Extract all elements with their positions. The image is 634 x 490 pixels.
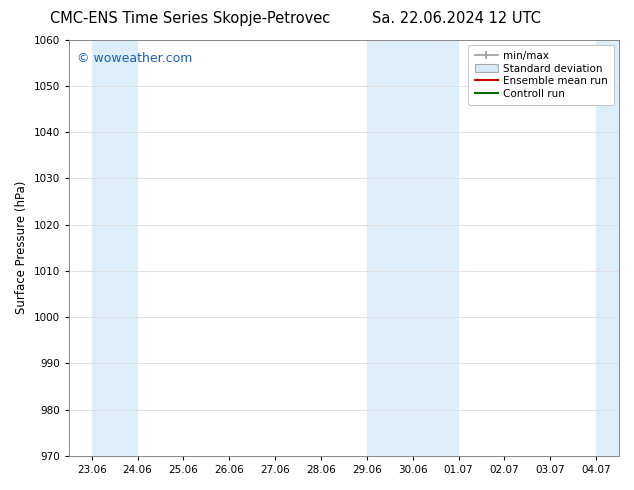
Y-axis label: Surface Pressure (hPa): Surface Pressure (hPa): [15, 181, 28, 315]
Text: Sa. 22.06.2024 12 UTC: Sa. 22.06.2024 12 UTC: [372, 11, 541, 26]
Bar: [367, 40, 458, 456]
Bar: [596, 40, 634, 456]
Legend: min/max, Standard deviation, Ensemble mean run, Controll run: min/max, Standard deviation, Ensemble me…: [469, 45, 614, 105]
Text: © woweather.com: © woweather.com: [77, 52, 193, 65]
Bar: [92, 40, 138, 456]
Text: CMC-ENS Time Series Skopje-Petrovec: CMC-ENS Time Series Skopje-Petrovec: [50, 11, 330, 26]
